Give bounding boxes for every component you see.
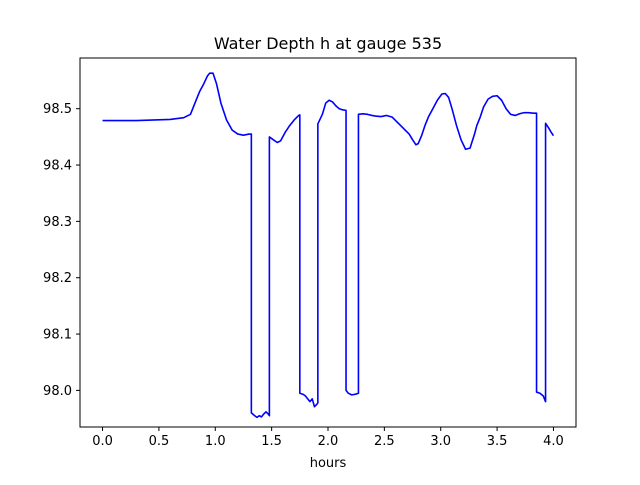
y-tick-label: 98.5 — [43, 102, 72, 117]
chart-title: Water Depth h at gauge 535 — [214, 34, 442, 53]
x-tick-label: 0.5 — [149, 434, 170, 449]
x-tick-label: 2.5 — [374, 434, 395, 449]
y-tick-label: 98.1 — [43, 328, 72, 343]
x-tick-label: 1.0 — [205, 434, 226, 449]
x-tick-label: 3.0 — [430, 434, 451, 449]
y-tick-label: 98.3 — [43, 215, 72, 230]
x-tick-label: 3.5 — [487, 434, 508, 449]
x-axis-label: hours — [310, 456, 347, 471]
x-tick-label: 1.5 — [261, 434, 282, 449]
x-tick-label: 0.0 — [92, 434, 113, 449]
x-tick-label: 4.0 — [543, 434, 564, 449]
x-tick-label: 2.0 — [318, 434, 339, 449]
y-tick-label: 98.0 — [43, 384, 72, 399]
y-tick-label: 98.2 — [43, 271, 72, 286]
y-tick-label: 98.4 — [43, 159, 72, 174]
ticks-layer: 0.0 0.5 1.0 1.5 2.0 2.5 3.0 3.5 4.0 98.0 98.1 98.2 9… — [43, 102, 564, 449]
series-line-0 — [102, 72, 555, 419]
data-layer — [102, 72, 555, 419]
plot-area-frame — [79, 57, 577, 428]
